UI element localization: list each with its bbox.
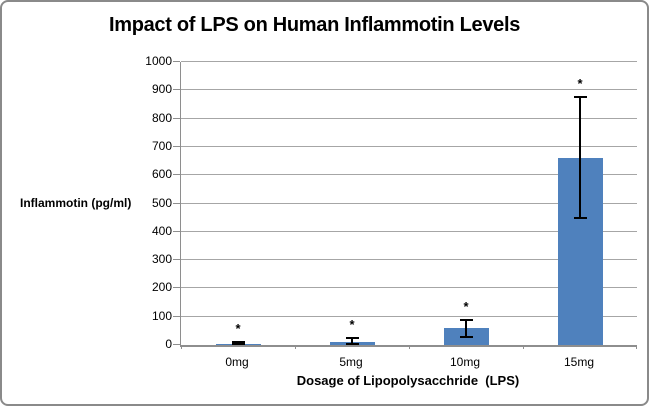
y-tick-label-300: 300 [151, 252, 172, 267]
gridline-300 [181, 259, 637, 261]
y-tick-label-400: 400 [151, 223, 172, 238]
gridline-600 [181, 174, 637, 176]
gridline-100 [181, 315, 637, 317]
x-tick-mark-0 [181, 345, 182, 349]
x-tick-mark-2 [409, 345, 410, 349]
x-category-label-15mg: 15mg [563, 355, 595, 369]
error-bar-cap-high-5mg [345, 336, 359, 339]
y-tick-label-1000: 1000 [145, 54, 172, 68]
error-bar-cap-low-0mg [231, 343, 245, 345]
significance-marker-10mg: * [463, 299, 469, 315]
y-tick-label-900: 900 [151, 82, 172, 97]
error-bar-cap-high-15mg [573, 96, 587, 99]
error-bar-cap-high-0mg [231, 340, 245, 343]
gridline-700 [181, 145, 637, 147]
plot-area: * * * * [180, 61, 637, 349]
x-tick-mark-4 [636, 345, 637, 349]
y-tick-label-600: 600 [151, 167, 172, 182]
x-category-label-5mg: 5mg [339, 355, 363, 369]
y-tick-mark-500 [173, 202, 180, 204]
error-bar-line-15mg [579, 97, 581, 218]
y-tick-label-100: 100 [151, 308, 172, 323]
chart-title: Impact of LPS on Human Inflammotin Level… [108, 14, 521, 36]
error-bar-cap-high-10mg [459, 319, 473, 322]
x-tick-mark-1 [295, 345, 296, 349]
x-tick-mark-3 [523, 345, 524, 349]
error-bar-cap-low-15mg [573, 216, 587, 219]
significance-marker-15mg: * [577, 76, 583, 92]
y-axis-title: Inflammotin (pg/ml) [20, 196, 132, 210]
x-category-label-0mg: 0mg [225, 355, 249, 369]
error-bar-cap-low-10mg [459, 336, 473, 339]
y-tick-mark-100 [173, 315, 180, 317]
error-bar-line-5mg [351, 337, 353, 345]
x-axis-title: Dosage of Lipopolysacchride (LPS) [296, 373, 520, 388]
y-tick-label-800: 800 [151, 110, 172, 125]
y-tick-mark-800 [173, 117, 180, 119]
significance-marker-5mg: * [349, 316, 355, 332]
error-bar-cap-low-5mg [345, 343, 359, 345]
gridline-200 [181, 287, 637, 289]
y-tick-mark-600 [173, 174, 180, 176]
y-tick-label-200: 200 [151, 280, 172, 295]
gridline-900 [181, 89, 637, 91]
significance-marker-0mg: * [235, 320, 241, 336]
y-tick-label-700: 700 [151, 138, 172, 153]
gridline-800 [181, 117, 637, 119]
y-tick-mark-700 [173, 145, 180, 147]
x-category-label-10mg: 10mg [449, 355, 481, 369]
y-tick-mark-0 [173, 344, 180, 345]
gridline-400 [181, 230, 637, 232]
y-tick-mark-900 [173, 89, 180, 91]
y-tick-label-0: 0 [165, 337, 172, 351]
error-bar-line-10mg [465, 320, 467, 338]
y-tick-mark-1000 [173, 61, 180, 62]
y-tick-label-500: 500 [151, 195, 172, 210]
y-tick-mark-200 [173, 287, 180, 289]
gridline-500 [181, 202, 637, 204]
gridline-1000 [181, 61, 637, 62]
y-tick-mark-300 [173, 259, 180, 261]
y-tick-mark-400 [173, 230, 180, 232]
